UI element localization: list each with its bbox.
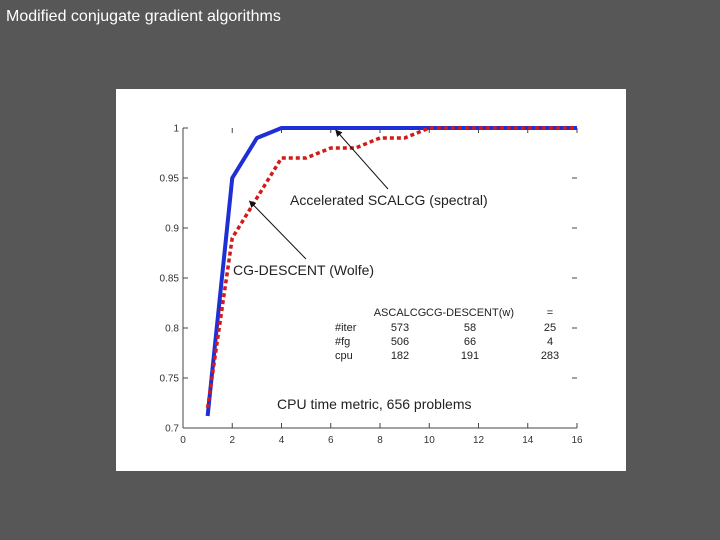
x-tick-label: 0: [180, 435, 186, 446]
table-cell: 283: [541, 350, 559, 362]
annotation-label: Accelerated SCALCG (spectral): [290, 192, 488, 208]
chart-annotations: Accelerated SCALCG (spectral) CG-DESCENT …: [233, 129, 488, 278]
table-cell: 4: [547, 336, 553, 348]
y-tick-label: 0.85: [160, 274, 180, 285]
table-cell: 191: [461, 350, 479, 362]
table-cell: 66: [464, 336, 476, 348]
y-tick-label: 0.9: [165, 224, 179, 235]
table-cell: 506: [391, 336, 409, 348]
table-header: ASCALCG: [374, 307, 427, 319]
slide-title: Modified conjugate gradient algorithms: [6, 8, 281, 25]
annotation-label: CG-DESCENT (Wolfe): [233, 262, 374, 278]
chart-stats-table: ASCALCG CG-DESCENT(w) = #iter 573 58 25 #fg 506 6…: [335, 307, 559, 362]
annotation-arrow: [335, 129, 389, 190]
table-row-label: #iter: [335, 322, 357, 334]
chart-axes: [182, 128, 577, 429]
y-tick-label: 1: [173, 124, 179, 135]
table-cell: 182: [391, 350, 409, 362]
y-tick-label: 0.8: [165, 324, 179, 335]
table-header: CG-DESCENT(w): [426, 307, 514, 319]
table-row-label: cpu: [335, 350, 353, 362]
table-cell: 25: [544, 322, 556, 334]
x-tick-label: 6: [328, 435, 334, 446]
x-tick-label: 16: [571, 435, 583, 446]
series-line-2: [205, 126, 577, 409]
table-cell: 58: [464, 322, 476, 334]
table-cell: 573: [391, 322, 409, 334]
y-tick-label: 0.75: [160, 374, 180, 385]
x-tick-label: 8: [377, 435, 383, 446]
chart-series: [205, 126, 577, 417]
annotation-arrow: [248, 200, 307, 260]
x-tick-label: 2: [229, 435, 235, 446]
chart-figure: 0 2 4 6 8 10 12 14 16 0.7 0.75 0.8 0.85 0.9 0.95 1 Acce…: [116, 89, 626, 471]
performance-profile-chart: 0 2 4 6 8 10 12 14 16 0.7 0.75 0.8 0.85 0.9 0.95 1 Acce…: [160, 124, 583, 447]
chart-caption: CPU time metric, 656 problems: [277, 396, 472, 412]
y-tick-label: 0.95: [160, 174, 180, 185]
table-header: =: [547, 307, 553, 319]
y-tick-label: 0.7: [165, 424, 179, 435]
table-row-label: #fg: [335, 336, 350, 348]
x-tick-label: 12: [473, 435, 485, 446]
x-tick-label: 4: [279, 435, 285, 446]
x-tick-label: 10: [424, 435, 436, 446]
x-tick-label: 14: [522, 435, 534, 446]
